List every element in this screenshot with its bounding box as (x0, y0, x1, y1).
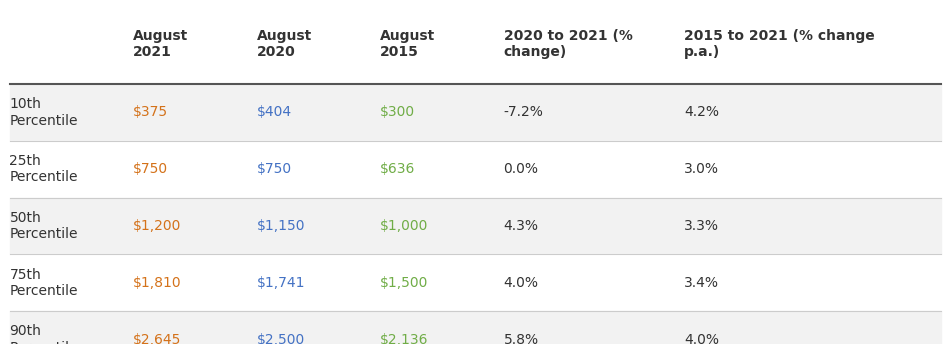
Text: $300: $300 (380, 106, 415, 119)
Text: 25th
Percentile: 25th Percentile (10, 154, 78, 184)
Text: $1,200: $1,200 (133, 219, 181, 233)
Text: $1,810: $1,810 (133, 276, 181, 290)
Text: 3.3%: 3.3% (684, 219, 719, 233)
Text: $1,150: $1,150 (256, 219, 305, 233)
Text: $1,500: $1,500 (380, 276, 428, 290)
Bar (10, 255, 940, 311)
Text: 3.0%: 3.0% (684, 162, 719, 176)
Text: $750: $750 (256, 162, 292, 176)
Bar (10, 84, 940, 141)
Text: 2020 to 2021 (%
change): 2020 to 2021 (% change) (504, 29, 633, 59)
Text: $636: $636 (380, 162, 415, 176)
Text: 4.0%: 4.0% (504, 276, 539, 290)
Text: August
2021: August 2021 (133, 29, 188, 59)
Text: -7.2%: -7.2% (504, 106, 543, 119)
Text: $404: $404 (256, 106, 292, 119)
Text: 4.2%: 4.2% (684, 106, 719, 119)
Text: 0.0%: 0.0% (504, 162, 539, 176)
Bar (10, 311, 940, 344)
Text: $1,741: $1,741 (256, 276, 305, 290)
Text: $1,000: $1,000 (380, 219, 428, 233)
Bar (10, 197, 940, 255)
Text: 10th
Percentile: 10th Percentile (10, 97, 78, 128)
Text: $375: $375 (133, 106, 168, 119)
Text: August
2020: August 2020 (256, 29, 312, 59)
Text: $750: $750 (133, 162, 168, 176)
Text: $2,136: $2,136 (380, 333, 428, 344)
Text: $2,645: $2,645 (133, 333, 181, 344)
Text: 4.0%: 4.0% (684, 333, 719, 344)
Text: 90th
Percentile: 90th Percentile (10, 324, 78, 344)
Text: $2,500: $2,500 (256, 333, 305, 344)
Text: 50th
Percentile: 50th Percentile (10, 211, 78, 241)
Text: August
2015: August 2015 (380, 29, 435, 59)
Text: 2015 to 2021 (% change
p.a.): 2015 to 2021 (% change p.a.) (684, 29, 875, 59)
Text: 3.4%: 3.4% (684, 276, 719, 290)
Bar (10, 141, 940, 198)
Text: 4.3%: 4.3% (504, 219, 539, 233)
Text: 75th
Percentile: 75th Percentile (10, 268, 78, 298)
Text: 5.8%: 5.8% (504, 333, 539, 344)
